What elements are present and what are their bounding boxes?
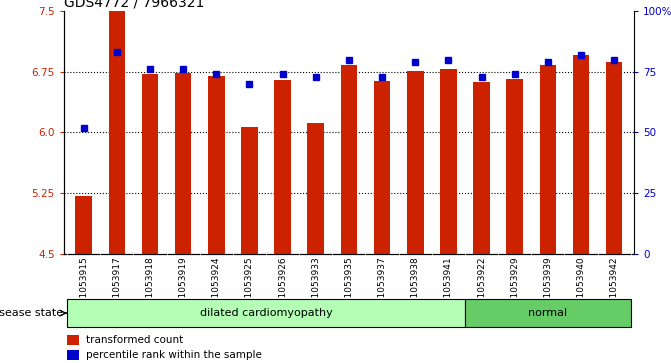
Text: GSM1053917: GSM1053917 (112, 256, 121, 317)
Bar (407, 71, 423, 254)
Bar (241, 127, 258, 254)
Text: GSM1053929: GSM1053929 (510, 256, 519, 317)
Text: GDS4772 / 7966321: GDS4772 / 7966321 (64, 0, 204, 10)
Text: GSM1053940: GSM1053940 (576, 256, 586, 317)
Bar (341, 65, 357, 254)
Text: GSM1053918: GSM1053918 (146, 256, 154, 317)
Text: GSM1053933: GSM1053933 (311, 256, 320, 317)
Bar (307, 123, 324, 254)
Text: GSM1053924: GSM1053924 (212, 256, 221, 317)
Bar (67, 299, 465, 327)
Bar (465, 299, 631, 327)
Text: disease state: disease state (0, 308, 63, 318)
Bar (175, 73, 191, 254)
Text: GSM1053939: GSM1053939 (544, 256, 552, 317)
Bar (75, 196, 92, 254)
Text: GSM1053941: GSM1053941 (444, 256, 453, 317)
Bar (473, 82, 490, 254)
Bar (274, 80, 291, 254)
Bar (573, 56, 589, 254)
Bar (440, 69, 457, 254)
Text: normal: normal (528, 308, 568, 318)
Bar (67, 335, 79, 345)
Text: GSM1053925: GSM1053925 (245, 256, 254, 317)
Bar (208, 76, 225, 254)
Text: dilated cardiomyopathy: dilated cardiomyopathy (200, 308, 332, 318)
Bar (142, 74, 158, 254)
Text: GSM1053922: GSM1053922 (477, 256, 486, 317)
Text: GSM1053938: GSM1053938 (411, 256, 420, 317)
Bar (539, 65, 556, 254)
Text: GSM1053942: GSM1053942 (610, 256, 619, 317)
Text: GSM1053926: GSM1053926 (278, 256, 287, 317)
Bar (374, 81, 391, 254)
Text: GSM1053919: GSM1053919 (178, 256, 188, 317)
Bar (109, 11, 125, 254)
Text: transformed count: transformed count (86, 335, 183, 345)
Text: GSM1053937: GSM1053937 (378, 256, 386, 317)
Text: GSM1053935: GSM1053935 (344, 256, 354, 317)
Bar (507, 79, 523, 254)
Bar (606, 62, 623, 254)
Text: GSM1053915: GSM1053915 (79, 256, 88, 317)
Bar (67, 350, 79, 360)
Text: percentile rank within the sample: percentile rank within the sample (86, 350, 262, 360)
